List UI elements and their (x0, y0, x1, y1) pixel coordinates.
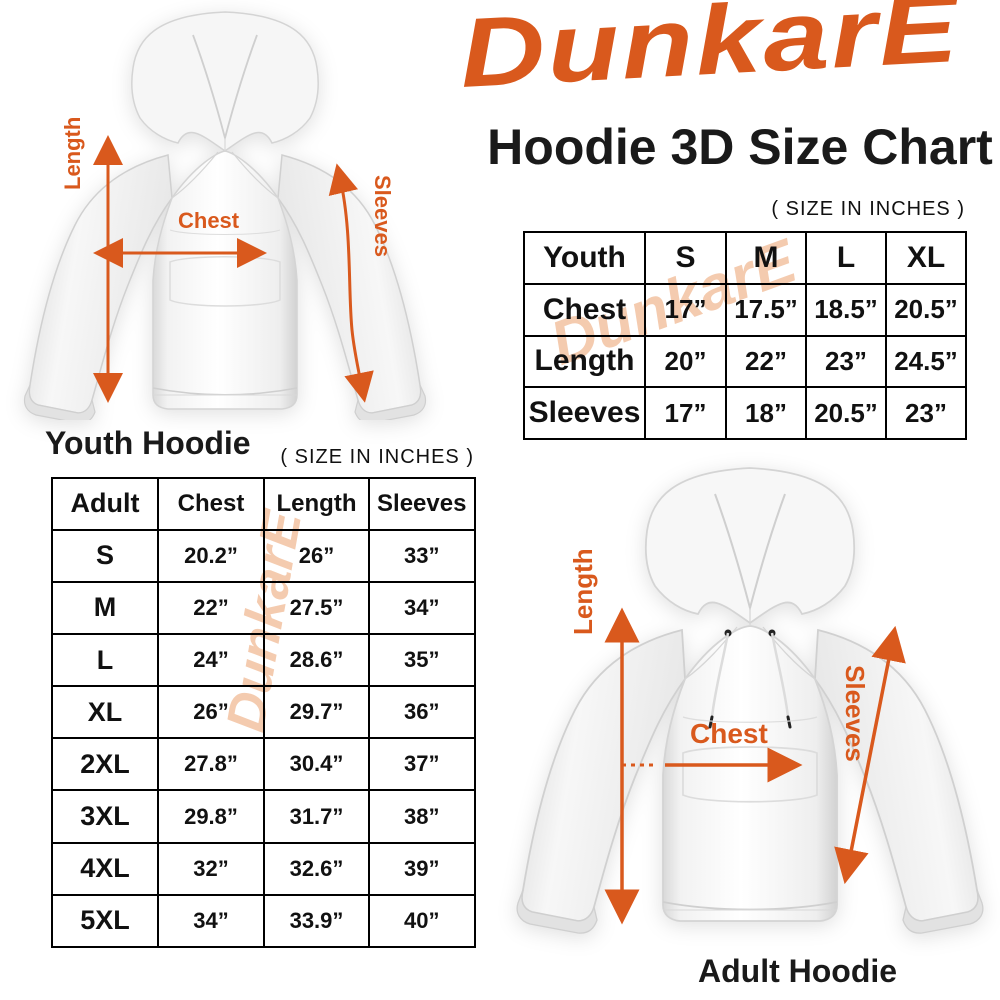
svg-text:DunkarE: DunkarE (457, 0, 963, 100)
